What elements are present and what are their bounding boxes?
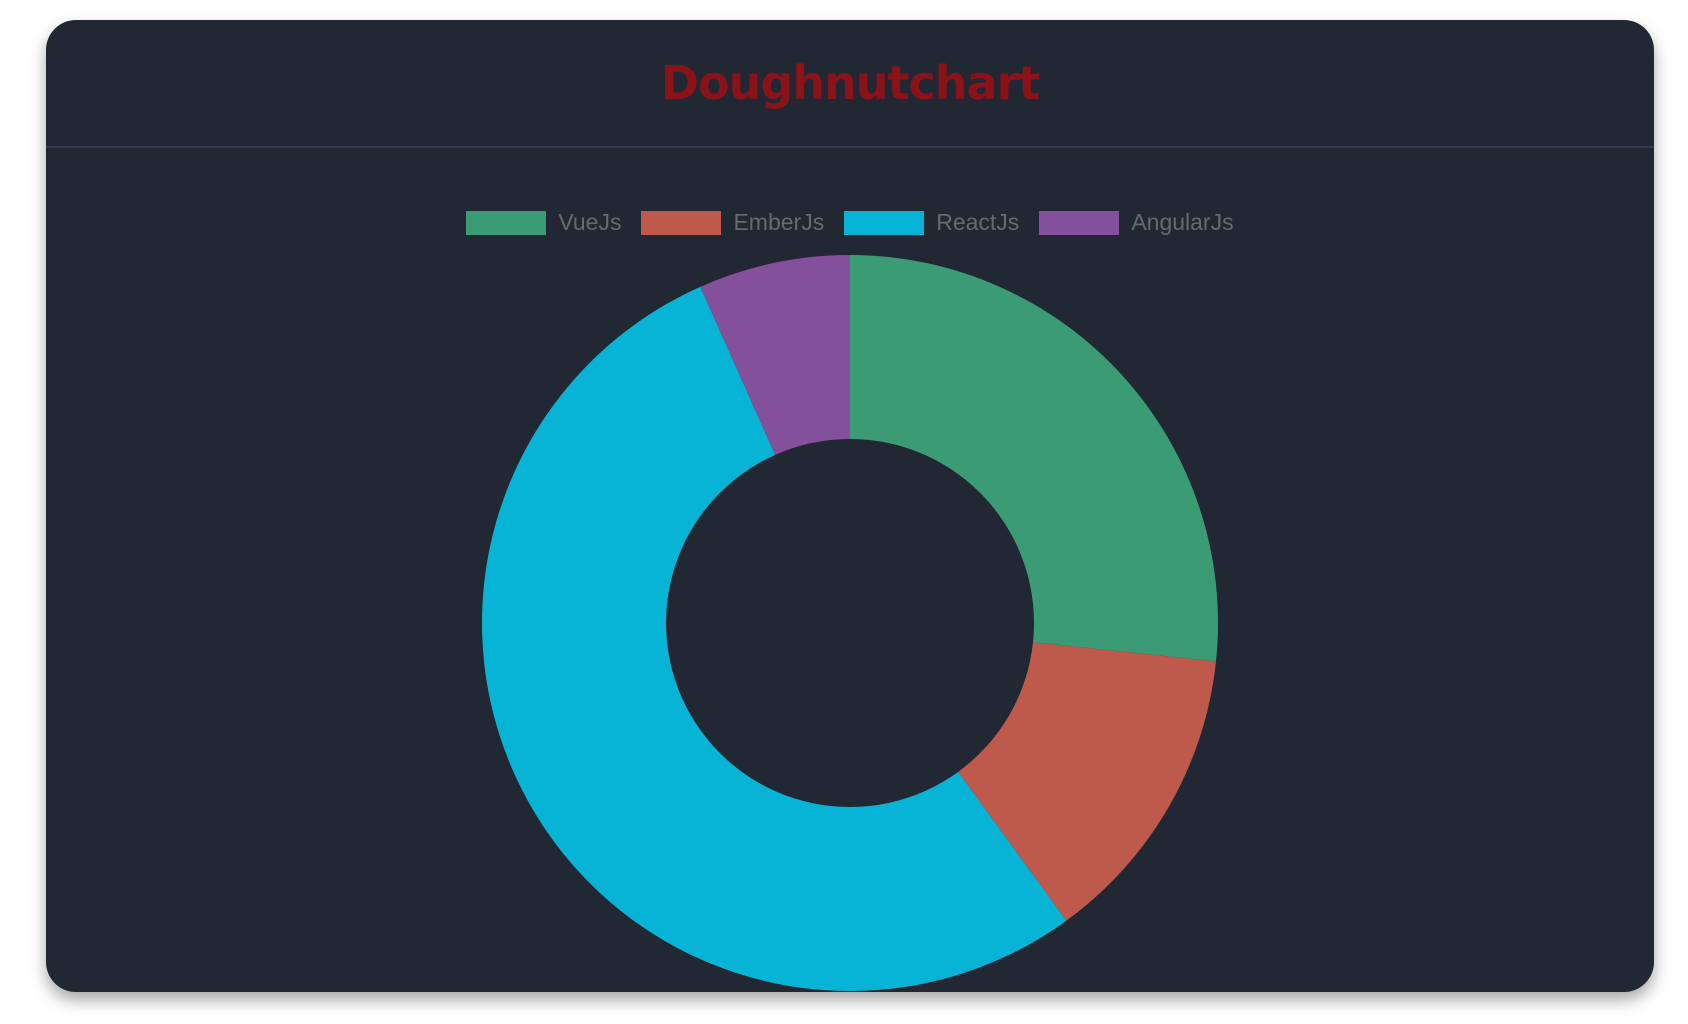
legend-label: AngularJs xyxy=(1131,209,1234,235)
legend-item-vuejs[interactable]: VueJs xyxy=(466,209,621,236)
doughnut-slice-emberjs[interactable] xyxy=(958,642,1216,921)
legend-swatch xyxy=(641,210,722,235)
chart-card: Doughnutchart VueJs EmberJs ReactJs Angu… xyxy=(46,20,1654,992)
legend-label: ReactJs xyxy=(936,209,1020,235)
legend-swatch xyxy=(466,210,547,235)
doughnut-slice-vuejs[interactable] xyxy=(850,255,1218,662)
doughnut-chart xyxy=(482,255,1218,991)
legend-item-emberjs[interactable]: EmberJs xyxy=(641,209,824,236)
legend-item-reactjs[interactable]: ReactJs xyxy=(844,209,1019,236)
legend-label: EmberJs xyxy=(733,209,825,235)
legend-swatch xyxy=(1039,210,1120,235)
doughnut-slice-reactjs[interactable] xyxy=(482,286,1067,991)
chart-title: Doughnutchart xyxy=(660,56,1040,110)
card-header: Doughnutchart xyxy=(46,20,1654,148)
legend-swatch xyxy=(844,210,925,235)
doughnut-slice-angularjs[interactable] xyxy=(700,255,850,455)
legend-label: VueJs xyxy=(558,209,622,235)
legend: VueJs EmberJs ReactJs AngularJs xyxy=(46,209,1654,236)
legend-item-angularjs[interactable]: AngularJs xyxy=(1039,209,1234,236)
